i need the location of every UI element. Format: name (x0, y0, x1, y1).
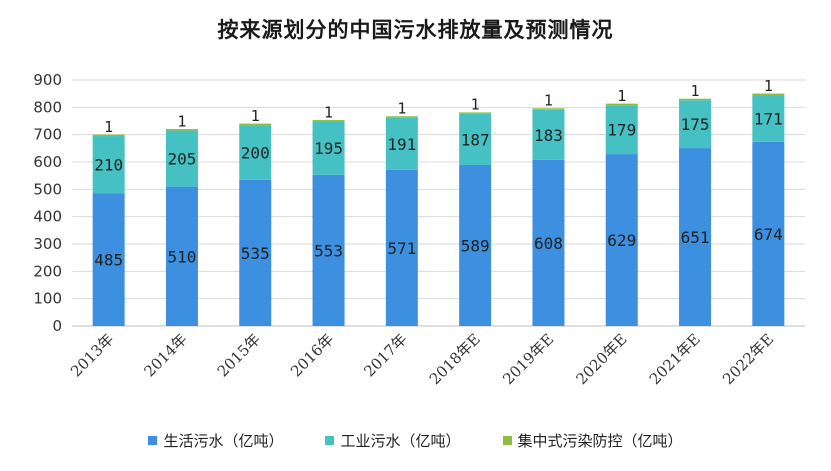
bar-segment-domestic (92, 193, 125, 326)
data-label-industrial: 175 (681, 115, 710, 134)
bar-segment-centralized (92, 134, 125, 137)
y-tick-label: 800 (33, 98, 62, 116)
x-tick-label: 2016年 (287, 330, 337, 380)
bar-segment-centralized (679, 98, 712, 101)
bar-segment-industrial (532, 109, 565, 160)
y-tick-label: 600 (33, 153, 62, 171)
bar-segment-domestic (459, 165, 492, 326)
bar-segment-industrial (752, 95, 785, 142)
data-label-centralized: 1 (397, 99, 406, 117)
bar-segment-centralized (752, 93, 785, 96)
data-label-industrial: 187 (461, 130, 490, 149)
y-tick-label: 0 (52, 317, 62, 335)
data-label-industrial: 210 (94, 156, 123, 175)
legend-item-domestic: 生活污水（亿吨） (148, 430, 283, 451)
data-label-industrial: 195 (314, 139, 343, 158)
y-tick-label: 400 (33, 208, 62, 226)
bar-segment-domestic (239, 179, 272, 326)
x-tick-label: 2018年E (426, 330, 484, 388)
data-label-domestic: 553 (314, 241, 343, 260)
x-tick-label: 2015年 (214, 330, 264, 380)
legend-label-industrial: 工业污水（亿吨） (340, 432, 461, 450)
legend-swatch-industrial (325, 436, 335, 445)
bar-segment-domestic (605, 154, 638, 326)
x-tick-label: 2019年E (499, 330, 557, 388)
data-label-industrial: 171 (754, 109, 783, 128)
data-label-domestic: 674 (754, 225, 783, 244)
data-label-domestic: 651 (681, 228, 710, 247)
bar-segment-industrial (679, 100, 712, 149)
y-tick-label: 300 (33, 235, 62, 253)
bar-segment-domestic (165, 186, 198, 326)
legend-item-centralized: 集中式污染防控（亿吨） (502, 430, 683, 451)
y-tick-label: 500 (33, 180, 62, 198)
bar-segment-domestic (312, 174, 345, 326)
data-label-domestic: 629 (607, 231, 636, 250)
data-label-centralized: 1 (471, 96, 480, 114)
bar-segment-domestic (752, 141, 785, 326)
x-tick-label: 2022年E (719, 330, 777, 388)
bar-segment-industrial (165, 130, 198, 187)
x-tick-label: 2021年E (646, 330, 704, 388)
y-tick-label: 900 (33, 71, 62, 89)
bar-segment-industrial (92, 136, 125, 194)
data-label-domestic: 589 (461, 237, 490, 256)
data-label-industrial: 200 (241, 143, 270, 162)
bar-segment-centralized (459, 112, 492, 114)
data-label-centralized: 1 (764, 77, 773, 95)
legend-item-industrial: 工业污水（亿吨） (325, 430, 461, 451)
bar-segment-industrial (459, 113, 492, 166)
data-label-domestic: 510 (167, 247, 196, 266)
data-label-domestic: 571 (387, 239, 416, 258)
legend-swatch-centralized (502, 436, 512, 445)
bar-segment-centralized (532, 108, 565, 110)
x-tick-label: 2014年 (140, 330, 190, 380)
bar-segment-industrial (239, 125, 272, 180)
bar-segment-industrial (385, 117, 418, 170)
bar-segment-centralized (385, 116, 418, 118)
bar-segment-centralized (239, 123, 272, 126)
bar-segment-domestic (679, 148, 712, 326)
bar-segment-industrial (605, 105, 638, 155)
data-label-domestic: 485 (94, 251, 123, 270)
bar-segment-domestic (532, 159, 565, 326)
bar-segment-centralized (312, 120, 345, 122)
y-tick-label: 100 (33, 290, 62, 308)
legend-label-centralized: 集中式污染防控（亿吨） (517, 432, 683, 450)
x-tick-label: 2013年 (67, 330, 117, 380)
y-tick-label: 200 (33, 262, 62, 280)
y-tick-label: 700 (33, 126, 62, 144)
data-label-centralized: 1 (251, 107, 260, 125)
chart-title: 按来源划分的中国污水排放量及预测情况 (217, 18, 614, 42)
data-label-centralized: 1 (104, 118, 113, 136)
data-label-industrial: 179 (607, 121, 636, 140)
bar-segment-centralized (605, 103, 638, 106)
bar-segment-centralized (165, 129, 198, 131)
data-label-centralized: 1 (617, 87, 626, 105)
data-label-industrial: 205 (167, 150, 196, 169)
bar-segment-domestic (385, 169, 418, 326)
data-label-centralized: 1 (544, 92, 553, 110)
data-label-centralized: 1 (177, 112, 186, 130)
data-label-centralized: 1 (691, 82, 700, 100)
legend-swatch-domestic (148, 436, 158, 445)
bar-segment-industrial (312, 121, 345, 175)
data-label-industrial: 183 (534, 126, 563, 145)
chart-legend: 生活污水（亿吨） 工业污水（亿吨） 集中式污染防控（亿吨） (0, 430, 831, 451)
data-label-domestic: 608 (534, 234, 563, 253)
legend-label-domestic: 生活污水（亿吨） (163, 432, 284, 450)
x-tick-label: 2020年E (573, 330, 631, 388)
data-label-centralized: 1 (324, 103, 333, 121)
data-label-domestic: 535 (241, 244, 270, 263)
data-label-industrial: 191 (387, 135, 416, 154)
x-tick-label: 2017年 (360, 330, 410, 380)
